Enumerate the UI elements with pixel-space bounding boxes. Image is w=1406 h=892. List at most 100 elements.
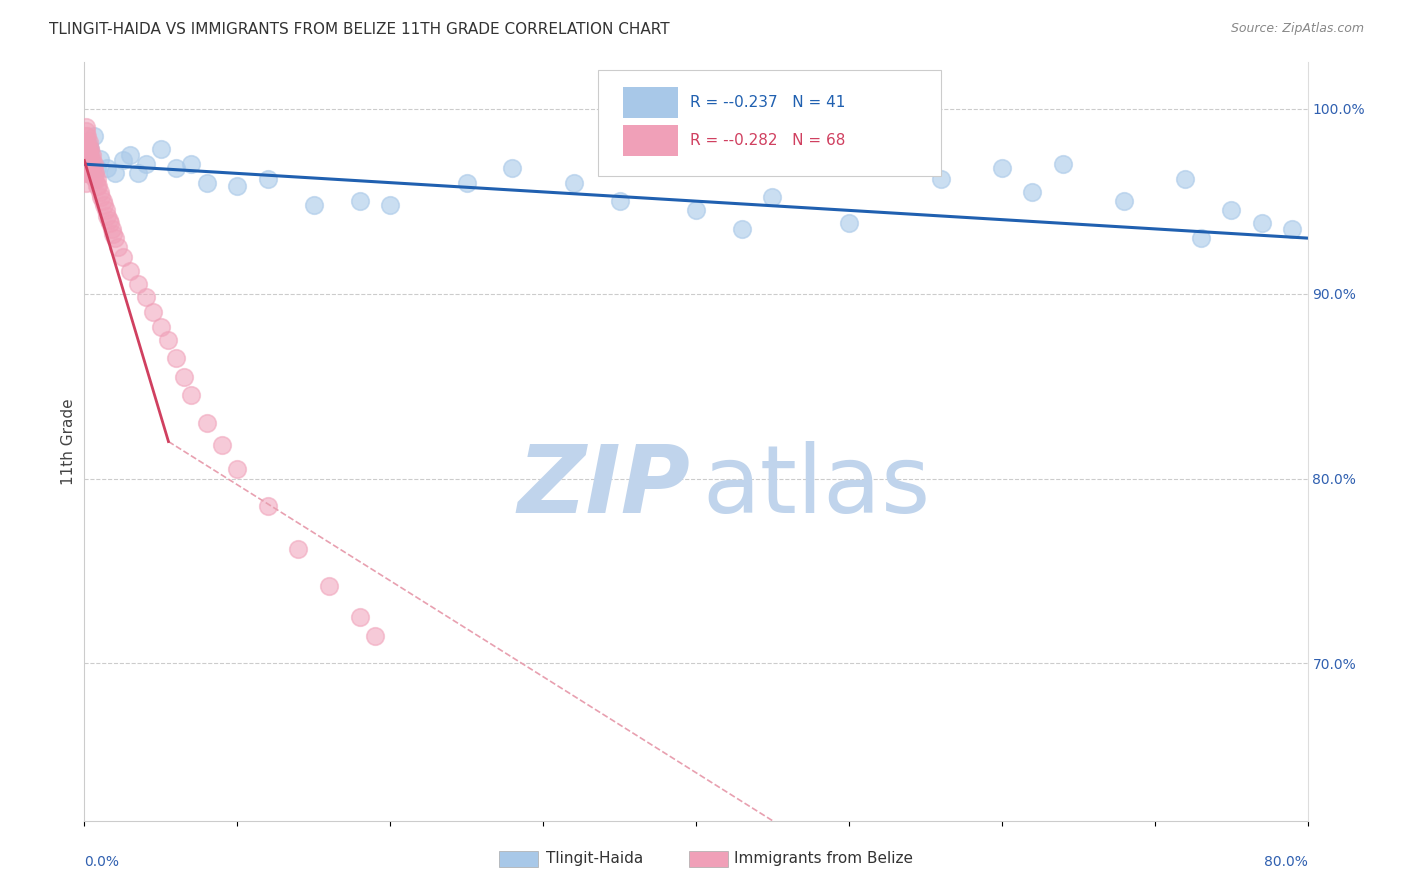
Point bbox=[1281, 222, 1303, 236]
Point bbox=[165, 161, 187, 175]
Point bbox=[83, 157, 105, 171]
Point bbox=[77, 166, 100, 180]
Point bbox=[211, 438, 233, 452]
Point bbox=[149, 319, 172, 334]
Point bbox=[929, 172, 952, 186]
Point bbox=[77, 142, 100, 156]
Point bbox=[75, 124, 97, 138]
Point bbox=[75, 161, 97, 175]
Point bbox=[1052, 157, 1074, 171]
Point bbox=[76, 148, 98, 162]
Point bbox=[685, 203, 707, 218]
Point bbox=[84, 166, 107, 180]
Point bbox=[98, 216, 121, 230]
Point bbox=[120, 148, 142, 162]
Text: Immigrants from Belize: Immigrants from Belize bbox=[734, 852, 912, 866]
Text: 0.0%: 0.0% bbox=[84, 855, 120, 869]
Point bbox=[76, 153, 98, 168]
Point bbox=[76, 148, 98, 162]
Point bbox=[75, 166, 97, 180]
Point bbox=[96, 161, 118, 175]
Point bbox=[75, 153, 97, 168]
Point bbox=[89, 185, 111, 199]
Point bbox=[127, 277, 149, 292]
Point bbox=[111, 250, 134, 264]
Point bbox=[79, 166, 101, 180]
Point bbox=[173, 369, 195, 384]
Point bbox=[195, 176, 218, 190]
FancyBboxPatch shape bbox=[623, 126, 678, 156]
Point bbox=[1220, 203, 1243, 218]
Point bbox=[94, 203, 117, 218]
Point bbox=[77, 135, 100, 149]
Point bbox=[75, 129, 97, 144]
Point bbox=[80, 161, 103, 175]
Point bbox=[111, 153, 134, 168]
Point bbox=[90, 190, 112, 204]
Point bbox=[91, 194, 114, 208]
Point bbox=[79, 142, 101, 156]
Point bbox=[97, 212, 120, 227]
Point bbox=[1021, 185, 1043, 199]
Point bbox=[157, 333, 180, 347]
Point bbox=[75, 148, 97, 162]
Point bbox=[195, 416, 218, 430]
Point bbox=[84, 172, 107, 186]
Point bbox=[318, 579, 340, 593]
Point bbox=[1250, 216, 1272, 230]
Point bbox=[349, 610, 371, 624]
Point bbox=[75, 120, 97, 135]
Point bbox=[80, 161, 103, 175]
Point bbox=[86, 161, 108, 175]
Point bbox=[76, 166, 98, 180]
Point bbox=[104, 231, 127, 245]
Point bbox=[80, 148, 103, 162]
Point bbox=[76, 142, 98, 156]
Point bbox=[257, 500, 280, 514]
Point bbox=[75, 138, 97, 153]
FancyBboxPatch shape bbox=[623, 87, 678, 118]
Text: Source: ZipAtlas.com: Source: ZipAtlas.com bbox=[1230, 22, 1364, 36]
Point bbox=[349, 194, 371, 208]
Text: atlas: atlas bbox=[702, 441, 931, 533]
Point bbox=[93, 198, 115, 212]
Point bbox=[149, 142, 172, 156]
Point bbox=[127, 166, 149, 180]
Point bbox=[83, 129, 105, 144]
Point bbox=[502, 161, 524, 175]
Point bbox=[77, 161, 100, 175]
Point bbox=[302, 198, 325, 212]
Point bbox=[101, 222, 124, 236]
Point bbox=[135, 290, 157, 304]
Point bbox=[83, 170, 105, 185]
Point bbox=[87, 179, 110, 194]
Text: TLINGIT-HAIDA VS IMMIGRANTS FROM BELIZE 11TH GRADE CORRELATION CHART: TLINGIT-HAIDA VS IMMIGRANTS FROM BELIZE … bbox=[49, 22, 669, 37]
Point bbox=[1114, 194, 1136, 208]
Point bbox=[731, 222, 754, 236]
Point bbox=[76, 135, 98, 149]
Point bbox=[562, 176, 585, 190]
Point bbox=[120, 264, 142, 278]
FancyBboxPatch shape bbox=[689, 851, 728, 867]
Point bbox=[75, 176, 97, 190]
Text: R = --0.237   N = 41: R = --0.237 N = 41 bbox=[690, 95, 845, 110]
Text: 80.0%: 80.0% bbox=[1264, 855, 1308, 869]
Point bbox=[761, 190, 783, 204]
Point bbox=[86, 179, 108, 194]
Point bbox=[79, 148, 101, 162]
Point bbox=[77, 138, 100, 153]
Point bbox=[838, 216, 860, 230]
Text: ZIP: ZIP bbox=[517, 441, 690, 533]
Text: R = --0.282   N = 68: R = --0.282 N = 68 bbox=[690, 133, 845, 148]
Y-axis label: 11th Grade: 11th Grade bbox=[60, 398, 76, 485]
Point bbox=[180, 157, 202, 171]
FancyBboxPatch shape bbox=[499, 851, 538, 867]
Point bbox=[77, 153, 100, 168]
Point bbox=[89, 152, 111, 166]
Point bbox=[107, 240, 129, 254]
Point bbox=[226, 179, 249, 194]
Point bbox=[75, 157, 97, 171]
Point bbox=[991, 161, 1014, 175]
Point bbox=[79, 157, 101, 171]
Point bbox=[104, 166, 127, 180]
